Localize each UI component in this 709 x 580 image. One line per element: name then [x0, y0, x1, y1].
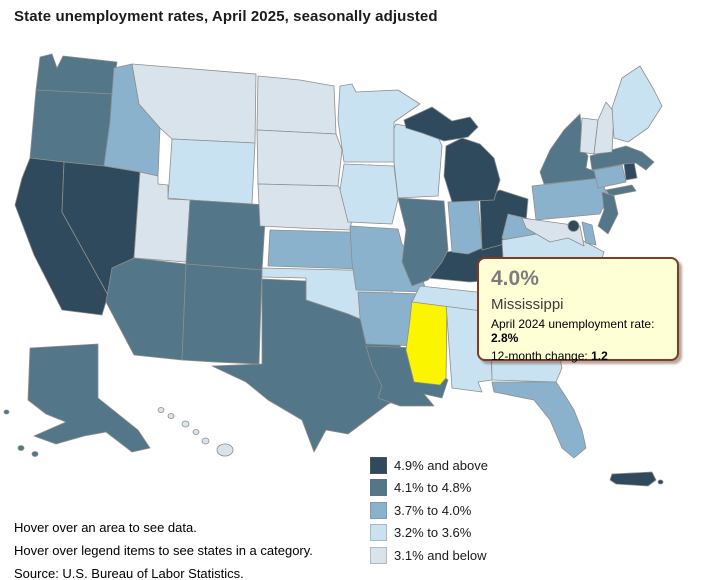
legend-label: 3.7% to 4.0%	[394, 502, 472, 518]
state-ut[interactable]	[133, 171, 191, 263]
footer-source: Source: U.S. Bureau of Labor Statistics.	[14, 566, 244, 580]
state-or[interactable]	[29, 89, 113, 167]
legend-swatch-icon	[370, 456, 387, 474]
state-ri[interactable]	[623, 161, 638, 181]
state-pa[interactable]	[531, 177, 609, 221]
legend-item-0[interactable]: 4.9% and above	[370, 456, 488, 474]
state-de[interactable]	[581, 221, 597, 246]
legend-item-1[interactable]: 4.1% to 4.8%	[370, 479, 488, 497]
legend-swatch-icon	[370, 546, 387, 564]
page-title: State unemployment rates, April 2025, se…	[14, 8, 438, 25]
legend-item-3[interactable]: 3.2% to 3.6%	[370, 524, 488, 542]
legend-swatch-icon	[370, 479, 387, 496]
state-nd[interactable]	[256, 75, 337, 135]
legend-swatch-icon	[370, 501, 387, 519]
state-nj[interactable]	[597, 191, 619, 235]
tooltip-state-name: Mississippi	[491, 296, 564, 313]
tooltip-change: 12-month change: 1.2	[491, 349, 608, 363]
state-pr[interactable]	[609, 471, 664, 487]
tooltip: 4.0% Mississippi April 2024 unemployment…	[477, 257, 679, 363]
state-in[interactable]	[447, 198, 483, 255]
state-hi[interactable]	[157, 407, 234, 457]
legend-swatch-icon	[370, 524, 387, 541]
state-ms[interactable]	[405, 299, 448, 386]
state-mn[interactable]	[337, 83, 421, 163]
state-me[interactable]	[611, 65, 663, 143]
legend-label: 4.9% and above	[394, 457, 488, 473]
footer: Hover over an area to see data. Hover ov…	[14, 520, 313, 580]
state-nh[interactable]	[593, 101, 615, 155]
tooltip-prev-rate: April 2024 unemployment rate: 2.8%	[491, 317, 655, 345]
state-az[interactable]	[105, 257, 187, 361]
state-wy[interactable]	[167, 138, 256, 205]
state-co[interactable]	[185, 199, 267, 271]
state-il[interactable]	[397, 197, 449, 287]
state-fl[interactable]	[491, 381, 587, 459]
footer-hint-legend: Hover over legend items to see states in…	[14, 543, 313, 558]
tooltip-rate: 4.0%	[491, 267, 539, 290]
legend: 4.9% and above 4.1% to 4.8% 3.7% to 4.0% 3.…	[370, 456, 488, 569]
legend-label: 3.1% and below	[394, 547, 487, 563]
legend-item-4[interactable]: 3.1% and below	[370, 546, 488, 564]
legend-label: 3.2% to 3.6%	[394, 525, 472, 540]
footer-hint-area: Hover over an area to see data.	[14, 520, 197, 535]
state-nm[interactable]	[181, 263, 263, 365]
state-ne[interactable]	[257, 183, 355, 231]
state-ia[interactable]	[339, 163, 399, 225]
state-dc[interactable]	[567, 220, 580, 232]
legend-item-2[interactable]: 3.7% to 4.0%	[370, 501, 488, 519]
legend-label: 4.1% to 4.8%	[394, 480, 472, 495]
state-ct[interactable]	[593, 164, 627, 189]
state-mi[interactable]	[403, 106, 501, 203]
state-wa[interactable]	[35, 53, 118, 95]
state-ak[interactable]	[3, 343, 151, 457]
state-sd[interactable]	[256, 129, 343, 187]
